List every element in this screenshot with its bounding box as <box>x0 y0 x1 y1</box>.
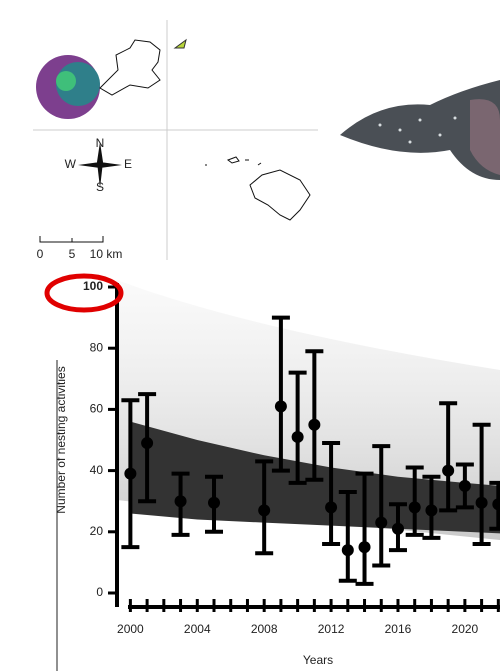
coastline <box>205 156 262 166</box>
error-bar <box>205 474 224 534</box>
error-bar <box>322 441 341 547</box>
data-point <box>141 437 154 450</box>
error-bar <box>305 349 324 482</box>
data-point <box>425 504 438 517</box>
data-point <box>391 522 404 535</box>
highlight-circle <box>44 273 124 313</box>
data-point <box>442 464 455 477</box>
y-axis-label: Number of nesting activities <box>54 366 68 513</box>
coastline <box>99 39 161 96</box>
data-point <box>274 400 287 413</box>
data-point <box>291 430 304 443</box>
y-tick-label: 0 <box>96 585 103 599</box>
error-bar <box>138 392 157 504</box>
data-point <box>325 501 338 514</box>
error-bar <box>405 465 424 537</box>
y-tick-label: 60 <box>90 402 104 416</box>
data-point <box>375 516 388 529</box>
x-tick-label: 2008 <box>251 622 278 636</box>
error-bar <box>355 471 374 586</box>
data-point <box>258 504 271 517</box>
compass-label: W <box>65 157 77 171</box>
compass <box>78 142 122 188</box>
x-tick-label: 2016 <box>385 622 412 636</box>
error-bar <box>171 471 190 537</box>
y-tick-label: 100 <box>83 279 103 293</box>
error-bar <box>372 444 391 568</box>
data-point <box>174 495 187 508</box>
compass-label: N <box>96 136 105 150</box>
error-bar <box>338 490 357 583</box>
error-bar <box>455 462 474 510</box>
error-bar <box>472 422 491 547</box>
coastline <box>249 169 311 221</box>
data-point <box>475 496 488 509</box>
error-bar <box>255 459 274 556</box>
error-bar <box>388 502 407 553</box>
compass-label: S <box>96 180 104 194</box>
turtle-image <box>340 80 500 180</box>
data-point <box>358 541 371 554</box>
error-bar <box>121 398 140 550</box>
data-point <box>308 418 321 431</box>
map: N S W E 0 5 10 km <box>33 20 318 261</box>
buffer-zone <box>56 71 76 91</box>
y-tick-label: 20 <box>90 524 104 538</box>
x-axis-label: Years <box>303 653 333 667</box>
data-point <box>341 544 354 557</box>
x-tick-label: 2012 <box>318 622 345 636</box>
data-point <box>458 479 471 492</box>
error-bar <box>489 480 500 531</box>
error-bar <box>439 401 458 513</box>
island <box>173 38 187 49</box>
y-tick-label: 40 <box>90 463 104 477</box>
scale-bar <box>39 236 104 243</box>
compass-label: E <box>124 157 132 171</box>
y-tick-label: 80 <box>90 340 104 354</box>
scale-label: 5 <box>69 247 76 261</box>
plot: 0 20 40 60 80 100 2000 2004 2008 2012 2016 2020 <box>83 279 500 636</box>
data-point <box>492 498 500 511</box>
x-tick-label: 2020 <box>452 622 479 636</box>
error-bar <box>271 315 290 473</box>
error-bar <box>288 370 307 485</box>
data-point <box>124 467 137 480</box>
data-point <box>208 496 221 509</box>
x-tick-label: 2004 <box>184 622 211 636</box>
data-point <box>408 501 421 514</box>
error-bar <box>422 474 441 540</box>
scale-label: 10 km <box>90 247 123 261</box>
scale-label: 0 <box>37 247 44 261</box>
x-tick-label: 2000 <box>117 622 144 636</box>
